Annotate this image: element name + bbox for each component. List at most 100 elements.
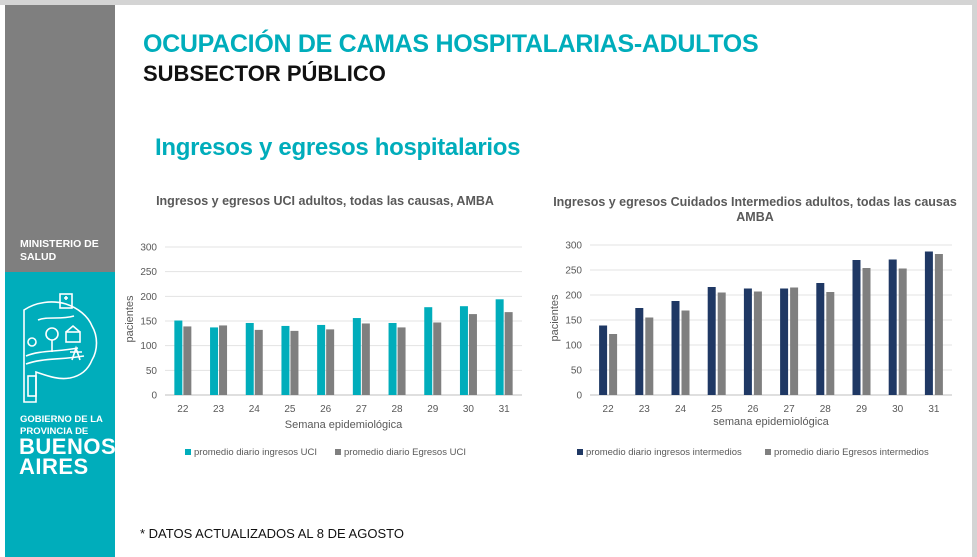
y-tick-label: 200 [565, 291, 582, 302]
government-line-2: PROVINCIA DE [20, 426, 89, 437]
bar-egresos [717, 292, 726, 395]
government-label: GOBIERNO DE LA PROVINCIA DE [20, 414, 103, 438]
bar-egresos [862, 268, 871, 395]
bar-ingresos [352, 318, 361, 395]
bar-ingresos [388, 322, 397, 395]
y-tick-label: 150 [140, 317, 157, 328]
legend-swatch [577, 449, 583, 455]
bar-egresos [433, 322, 442, 395]
legend-swatch [335, 449, 341, 455]
y-tick-label: 200 [140, 292, 157, 303]
legend-swatch [185, 449, 191, 455]
bar-ingresos [780, 288, 789, 395]
x-tick-label: 29 [427, 404, 439, 415]
province-name: BUENOS AIRES [19, 434, 117, 478]
footnote: * DATOS ACTUALIZADOS AL 8 DE AGOSTO [140, 526, 404, 541]
bar-ingresos [317, 324, 326, 395]
x-tick-label: 24 [675, 404, 687, 415]
x-tick-label: 30 [463, 404, 475, 415]
government-line-1: GOBIERNO DE LA [20, 414, 103, 425]
y-tick-label: 150 [565, 316, 582, 327]
x-tick-label: 23 [639, 404, 651, 415]
section-title: Ingresos y egresos hospitalarios [155, 134, 521, 161]
y-tick-label: 100 [565, 341, 582, 352]
y-tick-label: 50 [571, 366, 583, 377]
bar-ingresos [495, 299, 504, 395]
bar-ingresos [599, 325, 608, 395]
y-axis-label: pacientes [549, 294, 561, 342]
province-name-line-1: BUENOS [19, 434, 117, 459]
x-tick-label: 31 [928, 404, 940, 415]
y-tick-label: 300 [140, 243, 157, 254]
bar-ingresos [210, 327, 219, 395]
x-tick-label: 25 [284, 404, 296, 415]
bar-egresos [826, 292, 835, 395]
bar-egresos [468, 314, 477, 395]
chart-title-uci: Ingresos y egresos UCI adultos, todas la… [156, 194, 494, 208]
bar-egresos [361, 323, 370, 395]
y-tick-label: 0 [151, 391, 157, 402]
bar-ingresos [424, 307, 433, 395]
x-tick-label: 27 [784, 404, 796, 415]
bar-egresos [326, 329, 335, 395]
bar-ingresos [743, 288, 752, 395]
bar-egresos [219, 325, 228, 395]
bar-ingresos [924, 251, 933, 395]
bar-egresos [609, 334, 618, 395]
x-tick-label: 22 [177, 404, 189, 415]
y-axis-label: pacientes [124, 295, 136, 343]
page-title: OCUPACIÓN DE CAMAS HOSPITALARIAS-ADULTOS [143, 30, 759, 58]
bar-ingresos [707, 287, 716, 395]
bar-egresos [645, 317, 654, 395]
bar-ingresos [671, 301, 680, 395]
bar-egresos [504, 312, 513, 395]
bar-ingresos [245, 322, 254, 395]
x-tick-label: 30 [892, 404, 904, 415]
ministry-label: MINISTERIO DE SALUD [20, 238, 99, 263]
bar-ingresos [281, 325, 290, 395]
bar-egresos [934, 254, 943, 395]
y-tick-label: 250 [565, 266, 582, 277]
bar-egresos [753, 291, 762, 395]
bar-egresos [254, 329, 263, 395]
bar-ingresos [459, 306, 468, 395]
y-tick-label: 0 [576, 391, 582, 402]
bar-ingresos [174, 320, 183, 395]
y-tick-label: 50 [146, 366, 158, 377]
bar-egresos [790, 287, 799, 395]
x-axis-label: semana epidemiológica [713, 416, 829, 428]
x-tick-label: 23 [213, 404, 225, 415]
bar-ingresos [888, 259, 897, 395]
x-tick-label: 28 [820, 404, 832, 415]
bar-egresos [183, 326, 192, 395]
x-axis-label: Semana epidemiológica [285, 419, 403, 431]
right-frame-border [972, 0, 977, 557]
x-tick-label: 25 [711, 404, 723, 415]
x-tick-label: 31 [499, 404, 511, 415]
bar-egresos [397, 327, 406, 395]
x-tick-label: 28 [391, 404, 403, 415]
bar-ingresos [635, 308, 644, 395]
top-frame-border [0, 0, 977, 5]
y-tick-label: 250 [140, 267, 157, 278]
legend-label: promedio diario ingresos intermedios [586, 447, 742, 458]
page-subtitle: SUBSECTOR PÚBLICO [143, 61, 386, 86]
y-tick-label: 300 [565, 241, 582, 252]
x-tick-label: 26 [747, 404, 759, 415]
x-tick-label: 22 [603, 404, 615, 415]
bar-egresos [290, 330, 299, 395]
x-tick-label: 24 [249, 404, 261, 415]
bar-egresos [898, 268, 907, 395]
legend-label: promedio diario Egresos intermedios [774, 447, 929, 458]
bar-ingresos [852, 260, 861, 395]
y-tick-label: 100 [140, 341, 157, 352]
x-tick-label: 26 [320, 404, 332, 415]
chart-title-intermedios: Ingresos y egresos Cuidados Intermedios … [553, 195, 957, 224]
bar-egresos [681, 310, 690, 395]
x-tick-label: 29 [856, 404, 868, 415]
bar-ingresos [816, 283, 825, 395]
legend-swatch [765, 449, 771, 455]
legend-label: promedio diario Egresos UCI [344, 447, 466, 458]
